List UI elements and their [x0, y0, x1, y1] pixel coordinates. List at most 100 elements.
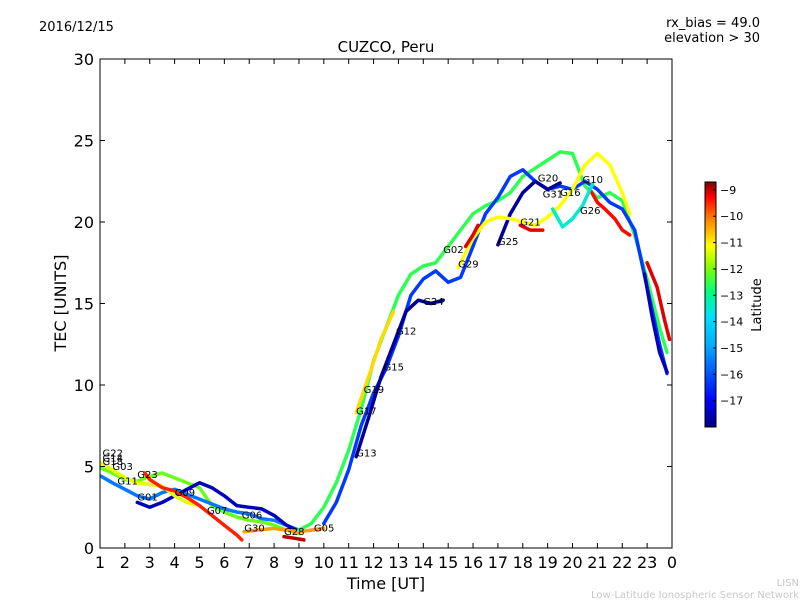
sat-label-g05: G05 [314, 524, 334, 535]
colorbar-label: Latitude [750, 278, 765, 332]
sat-label-g29: G29 [458, 260, 478, 271]
tec-trace-9 [354, 298, 445, 459]
colorbar-tick-label: −12 [720, 263, 743, 276]
watermark-line2: Low-Latitude Ionospheric Sensor Network [591, 590, 799, 600]
y-axis-label: TEC [UNITS] [51, 255, 70, 353]
sat-label-g21: G21 [520, 217, 540, 228]
colorbar-tick-label: −13 [720, 289, 743, 302]
tec-trace-2 [135, 481, 301, 534]
x-tick-label: 18 [513, 553, 533, 572]
x-tick-label: 23 [637, 553, 657, 572]
tec-trace-3 [100, 461, 202, 508]
sat-label-g01: G01 [137, 493, 157, 504]
x-tick-label: 0 [667, 553, 677, 572]
sat-label-g30: G30 [244, 524, 264, 535]
x-tick-label: 19 [537, 553, 557, 572]
x-tick-label: 12 [363, 553, 383, 572]
x-tick-label: 7 [244, 553, 254, 572]
x-tick-label: 22 [612, 553, 632, 572]
sat-label-g06: G06 [242, 511, 262, 522]
watermark-line1: LISN [777, 578, 799, 589]
trace-layer [100, 150, 672, 542]
tec-trace-1 [100, 474, 301, 532]
y-tick-label: 10 [74, 376, 94, 395]
chart-title: CUZCO, Peru [338, 38, 435, 56]
colorbar-tick-label: −16 [720, 368, 743, 381]
y-axis: 0 5 10 15 20 25 30 [74, 50, 672, 558]
x-tick-label: 21 [587, 553, 607, 572]
x-tick-label: 13 [388, 553, 408, 572]
sat-label-g24: G24 [423, 297, 443, 308]
colorbar [704, 181, 717, 428]
y-tick-label: 15 [74, 295, 94, 314]
tec-trace-4 [143, 471, 244, 542]
sat-label-g22: G22 [102, 449, 122, 460]
tec-trace-17 [645, 261, 672, 342]
tec-trace-18 [642, 272, 669, 374]
bias-label: rx_bias = 49.0 [666, 16, 760, 31]
sat-label-g28: G28 [284, 527, 304, 538]
x-tick-label: 4 [170, 553, 180, 572]
x-tick-label: 3 [145, 553, 155, 572]
plot-frame [99, 58, 673, 549]
sat-label-g19: G19 [364, 385, 384, 396]
x-tick-label: 1 [95, 553, 105, 572]
sat-label-g17: G17 [356, 406, 376, 417]
x-axis-label: Time [UT] [346, 574, 425, 593]
x-tick-label: 5 [194, 553, 204, 572]
y-tick-label: 30 [74, 50, 94, 69]
sat-label-g16: G16 [560, 188, 580, 199]
x-tick-label: 15 [438, 553, 458, 572]
x-tick-label: 11 [339, 553, 359, 572]
x-tick-label: 14 [413, 553, 433, 572]
sat-label-g14: G14 [102, 454, 122, 465]
tec-trace-14 [518, 223, 545, 232]
x-tick-label: 2 [120, 553, 130, 572]
tec-trace-12 [456, 151, 632, 270]
sat-label-g25: G25 [498, 237, 518, 248]
sat-label-g07: G07 [207, 506, 227, 517]
tec-trace-11 [354, 309, 396, 415]
colorbar-tick-label: −11 [720, 237, 743, 250]
x-tick-label: 8 [269, 553, 279, 572]
colorbar-ticks: −9 −10 −11 −12 −13 −14 −15 −16 −17 [713, 184, 743, 408]
tec-trace-13 [463, 223, 480, 249]
sat-label-g18: G18 [102, 457, 122, 468]
x-axis: 1 2 3 4 5 6 7 8 9 10 11 12 13 14 15 16 17 18 19 20 21 22 23 0 [95, 59, 677, 572]
tec-trace-15 [588, 187, 632, 237]
sat-label-g20: G20 [538, 173, 558, 184]
colorbar-tick-label: −9 [720, 184, 736, 197]
sat-label-g23: G23 [137, 470, 157, 481]
sat-label-g31: G31 [543, 190, 563, 201]
sat-label-g26: G26 [580, 206, 600, 217]
sat-label-g10: G10 [582, 175, 602, 186]
y-tick-label: 20 [74, 213, 94, 232]
elevation-label: elevation > 30 [664, 31, 760, 46]
date-label: 2016/12/15 [39, 20, 114, 35]
x-tick-label: 17 [488, 553, 508, 572]
sat-label-g12: G12 [396, 326, 416, 337]
sat-label-g11: G11 [117, 476, 137, 487]
x-tick-label: 6 [219, 553, 229, 572]
y-tick-label: 5 [84, 458, 94, 477]
tec-trace-7 [297, 150, 669, 532]
x-tick-label: 9 [294, 553, 304, 572]
sat-label-g02: G02 [443, 245, 463, 256]
sat-label-g09: G09 [175, 488, 195, 499]
tec-trace-6 [282, 534, 306, 542]
sat-label-g03: G03 [112, 462, 132, 473]
colorbar-tick-label: −14 [720, 316, 743, 329]
colorbar-tick-label: −17 [720, 395, 743, 408]
sat-label-g13: G13 [356, 449, 376, 460]
x-tick-label: 16 [463, 553, 483, 572]
tec-trace-5 [242, 526, 326, 534]
tec-trace-16 [550, 182, 595, 229]
x-tick-label: 10 [314, 553, 334, 572]
colorbar-tick-label: −10 [720, 210, 743, 223]
sat-label-g15: G15 [384, 362, 404, 373]
colorbar-tick-label: −15 [720, 342, 743, 355]
x-tick-label: 20 [562, 553, 582, 572]
y-tick-label: 0 [84, 539, 94, 558]
